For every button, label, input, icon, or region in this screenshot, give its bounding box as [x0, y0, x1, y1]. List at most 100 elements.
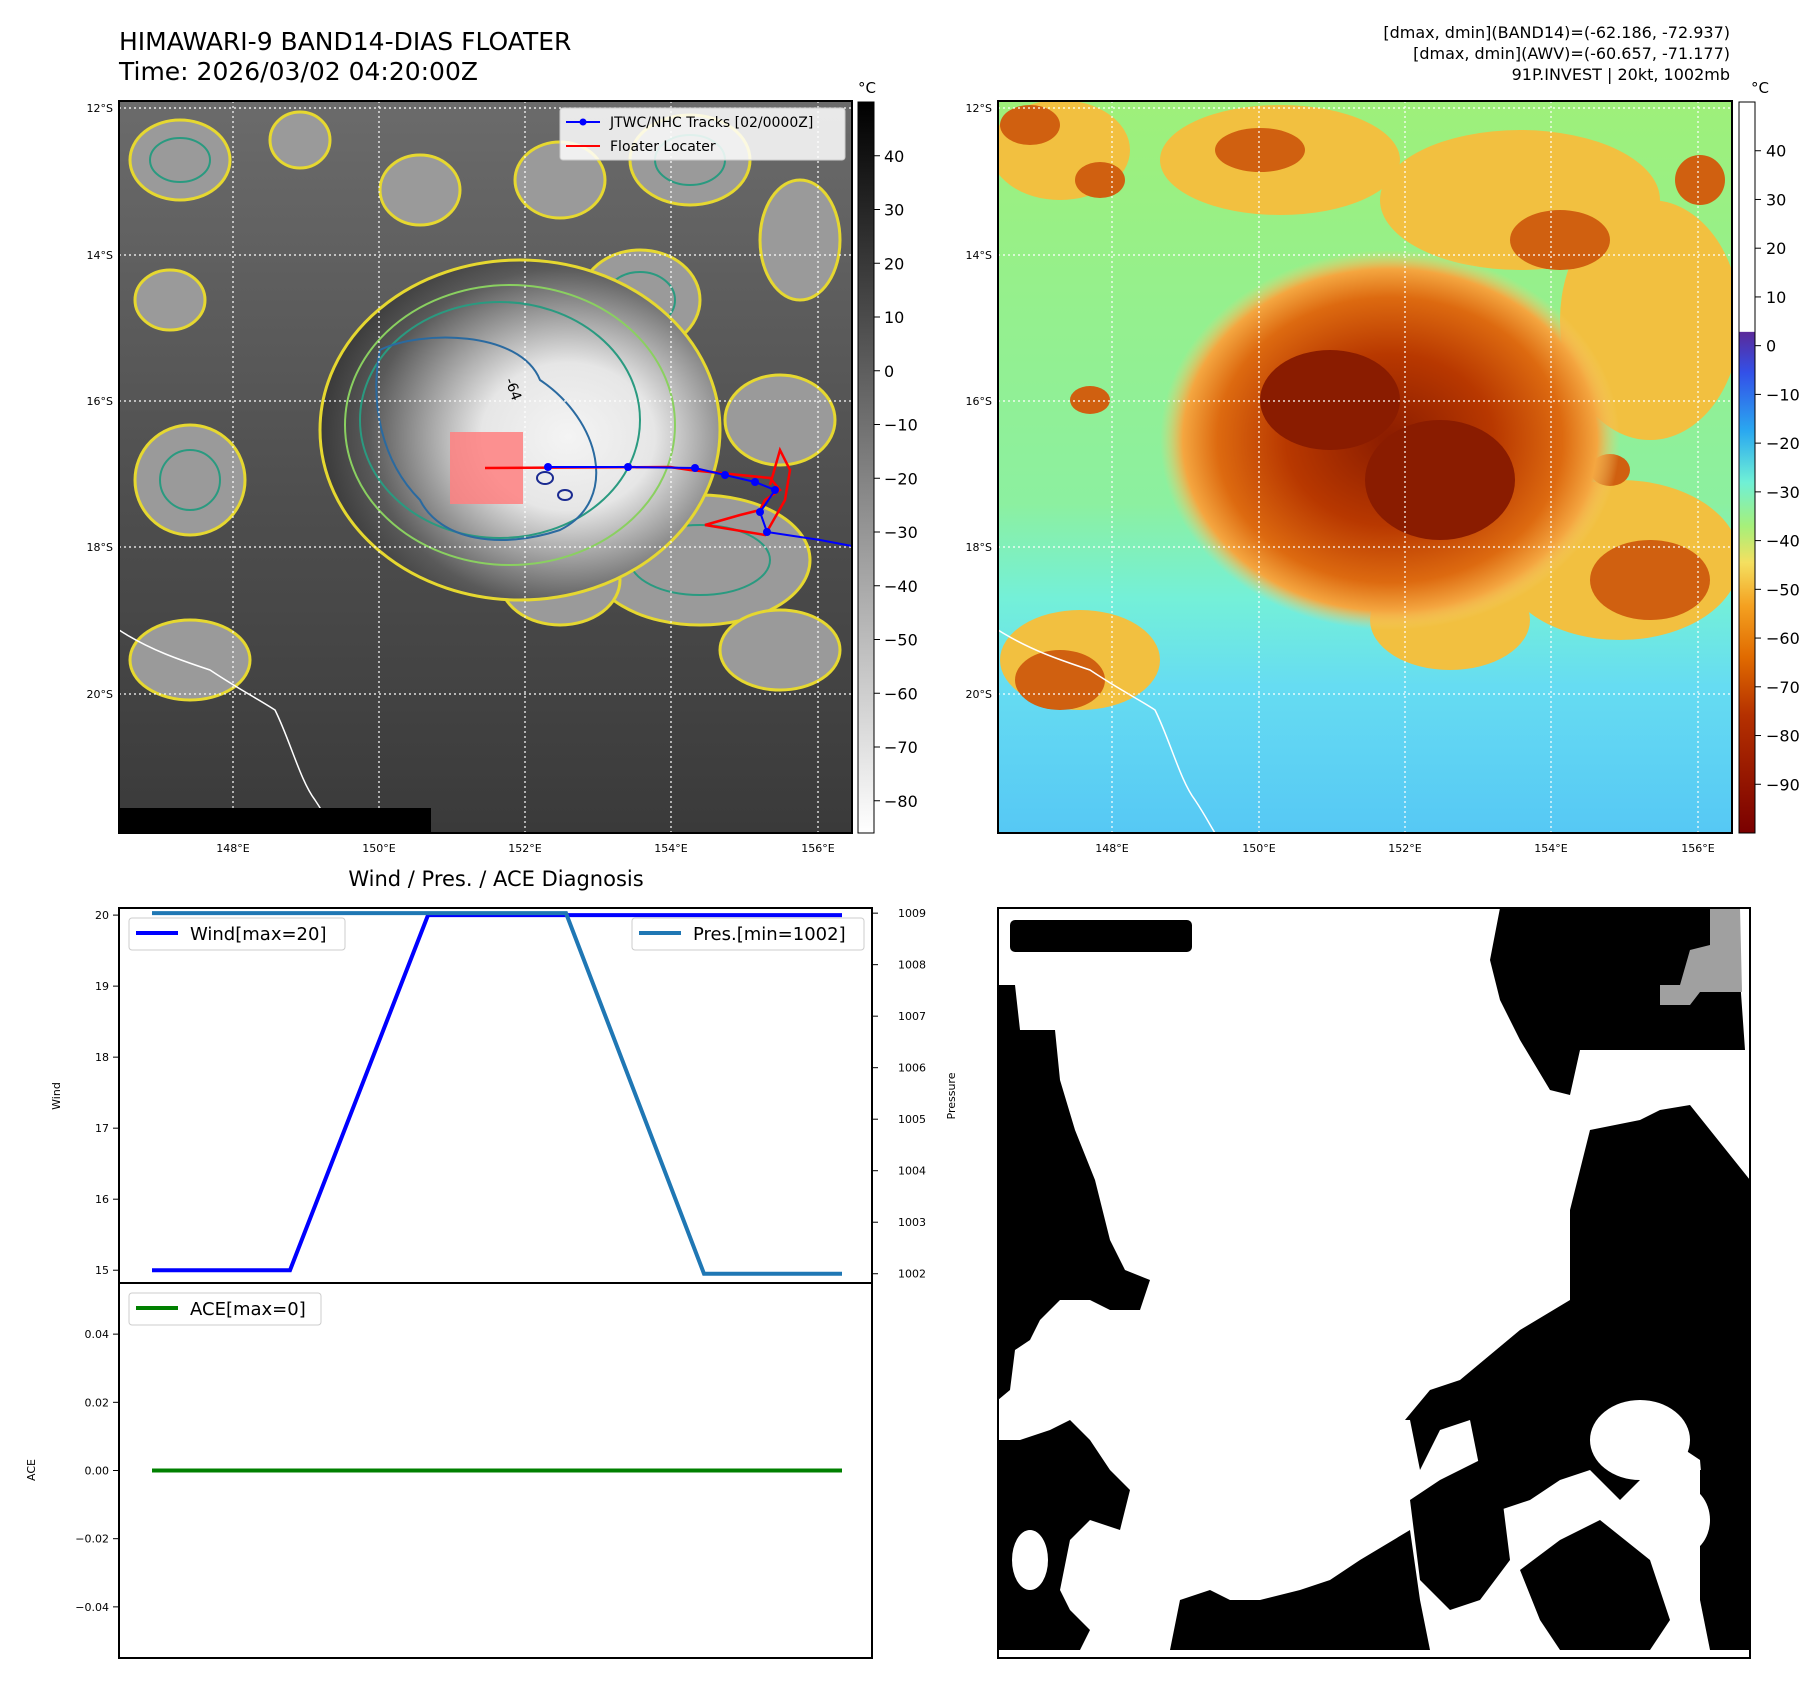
awv-colorbar-tick-label: −90	[1766, 775, 1800, 794]
info-awv: [dmax, dmin](AWV)=(-60.657, -71.177)	[1413, 44, 1730, 63]
wmg-gray-patch	[1660, 908, 1742, 1005]
pressure-tick-label: 1007	[898, 1010, 926, 1023]
wind-axis-label: Wind	[50, 1082, 63, 1110]
legend-track-label: JTWC/NHC Tracks [02/0000Z]	[609, 115, 813, 131]
ace-panel: ACE 0.04 0.02 0.00 −0.02 −0.04 ACE[max=0]	[25, 1282, 873, 1659]
wmg-holes	[1012, 1400, 1710, 1590]
awv-colorbar-tick-label: 40	[1766, 142, 1786, 161]
svg-text:156°E: 156°E	[801, 842, 834, 855]
pressure-tick-label: 1006	[898, 1062, 926, 1075]
wind-pressure-lines	[151, 911, 843, 1276]
awv-colorbar-tick-label: −20	[1766, 434, 1800, 453]
diagnosis-title: Wind / Pres. / ACE Diagnosis	[348, 867, 643, 891]
ace-tick-label: 0.02	[85, 1396, 110, 1409]
svg-text:154°E: 154°E	[1534, 842, 1567, 855]
pressure-tick-label: 1003	[898, 1216, 926, 1229]
contour-label: -64	[501, 376, 524, 403]
awv-gridlines	[998, 101, 1732, 833]
awv-colorbar-tick-label: −30	[1766, 483, 1800, 502]
ir-colorbar-unit: °C	[858, 79, 876, 97]
wmg-count: WMG Count: 0	[1025, 925, 1178, 947]
ir-lat-ticks: 12°S 14°S 16°S 18°S 20°S	[87, 102, 113, 701]
figure-time: Time: 2026/03/02 04:20:00Z	[118, 57, 478, 86]
ir-colorbar-tick-label: −20	[884, 469, 918, 488]
ir-colorbar-tick-label: −40	[884, 577, 918, 596]
svg-text:148°E: 148°E	[1095, 842, 1128, 855]
pressure-tick-label: 1009	[898, 907, 926, 920]
ace-tick-label: 0.04	[85, 1328, 110, 1341]
svg-text:14°S: 14°S	[87, 249, 113, 262]
awv-colorbar-tick-label: −10	[1766, 385, 1800, 404]
pressure-tick-label: 1005	[898, 1113, 926, 1126]
pressure-series-line	[152, 911, 842, 1276]
ace-legend: ACE[max=0]	[128, 1292, 322, 1326]
pressure-axis-label: Pressure	[945, 1072, 958, 1119]
wind-tick-label: 18	[95, 1051, 109, 1064]
ace-axis-label: ACE	[25, 1459, 38, 1481]
awv-colorbar-tick-label: −60	[1766, 629, 1800, 648]
wind-tick-label: 17	[95, 1122, 109, 1135]
ir-legend: JTWC/NHC Tracks [02/0000Z] Floater Locat…	[559, 107, 846, 161]
ir-colorbar	[857, 101, 875, 834]
ir-colorbar-ticks: 40 30 20 10 0 −10 −20 −30 −40 −50 −60 −70 −80	[874, 147, 918, 811]
ir-colorbar-tick-label: −50	[884, 631, 918, 650]
svg-text:12°S: 12°S	[966, 102, 992, 115]
pressure-legend-label: Pres.[min=1002]	[693, 924, 846, 945]
ir-coastline	[119, 629, 336, 833]
awv-colorbar-ticks: 40 30 20 10 0 −10 −20 −30 −40 −50 −60 −70 −80 −90	[1755, 142, 1800, 794]
ir-colorbar-tick-label: 0	[884, 362, 894, 381]
pressure-tick-label: 1002	[898, 1268, 926, 1281]
svg-text:12°S: 12°S	[87, 102, 113, 115]
figure-title: HIMAWARI-9 BAND14-DIAS FLOATER	[119, 27, 571, 56]
wmg-mask	[998, 908, 1750, 1650]
wind-tick-label: 19	[95, 980, 109, 993]
wind-tick-label: 20	[95, 909, 109, 922]
awv-colorbar-tick-label: −80	[1766, 727, 1800, 746]
ace-tick-label: −0.04	[75, 1601, 109, 1614]
awv-colorbar-tick-label: −50	[1766, 580, 1800, 599]
copyright: Copyright © 2020-2026 Dapiya	[124, 811, 403, 830]
svg-text:18°S: 18°S	[87, 541, 113, 554]
wind-tick-label: 15	[95, 1264, 109, 1277]
ir-colorbar-tick-label: −30	[884, 523, 918, 542]
ir-colorbar-tick-label: 20	[884, 254, 904, 273]
svg-text:18°S: 18°S	[966, 541, 992, 554]
svg-text:20°S: 20°S	[87, 688, 113, 701]
pressure-legend: Pres.[min=1002]	[631, 917, 865, 951]
ace-legend-label: ACE[max=0]	[190, 1299, 306, 1320]
ir-colorbar-tick-label: 30	[884, 201, 904, 220]
awv-lat-ticks: 12°S 14°S 16°S 18°S 20°S	[966, 102, 992, 701]
awv-colorbar-unit: °C	[1751, 79, 1769, 97]
ir-colorbar-tick-label: 40	[884, 147, 904, 166]
awv-colorbar-tick-label: 30	[1766, 190, 1786, 209]
ir-image: -64	[119, 101, 852, 833]
pressure-tick-label: 1008	[898, 959, 926, 972]
pressure-ticks: 1002 1003 1004 1005 1006 1007 1008 1009	[872, 907, 926, 1281]
svg-text:152°E: 152°E	[1388, 842, 1421, 855]
awv-lon-ticks: 148°E 150°E 152°E 154°E 156°E	[1095, 842, 1714, 855]
ace-ticks: 0.04 0.02 0.00 −0.02 −0.04	[75, 1328, 119, 1614]
awv-image	[998, 101, 1732, 833]
awv-colorbar	[1738, 101, 1756, 834]
wind-ticks: 15 16 17 18 19 20	[95, 909, 119, 1277]
ir-panel: -64	[87, 79, 918, 855]
svg-text:20°S: 20°S	[966, 688, 992, 701]
wind-legend-label: Wind[max=20]	[190, 924, 327, 945]
info-band14: [dmax, dmin](BAND14)=(-62.186, -72.937)	[1383, 23, 1730, 42]
awv-coastline	[998, 629, 1216, 833]
wmg-panel: WMG Count: 0	[997, 907, 1751, 1659]
svg-text:152°E: 152°E	[508, 842, 541, 855]
jtwc-track-points	[544, 463, 779, 536]
svg-text:150°E: 150°E	[1242, 842, 1275, 855]
ir-colorbar-tick-label: −70	[884, 738, 918, 757]
svg-text:156°E: 156°E	[1681, 842, 1714, 855]
ace-tick-label: −0.02	[75, 1533, 109, 1546]
wind-tick-label: 16	[95, 1193, 109, 1206]
ir-lon-ticks: 148°E 150°E 152°E 154°E 156°E	[216, 842, 834, 855]
awv-colorbar-tick-label: −70	[1766, 678, 1800, 697]
awv-colorbar-tick-label: 20	[1766, 239, 1786, 258]
svg-text:154°E: 154°E	[654, 842, 687, 855]
ir-colorbar-tick-label: 10	[884, 308, 904, 327]
info-storm: 91P.INVEST | 20kt, 1002mb	[1512, 65, 1730, 84]
